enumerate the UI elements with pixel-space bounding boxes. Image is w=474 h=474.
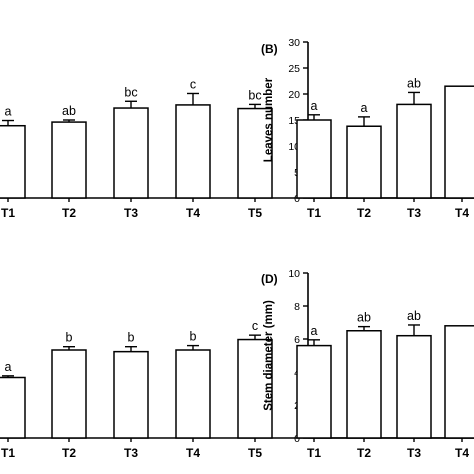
bar-T3 [113,107,149,199]
bar-T4 [444,85,474,199]
y-tick-label: 10 [288,268,300,280]
y-tick-label: 0 [294,193,300,205]
significance-letter: a [5,360,12,374]
chart-panel-4: (D)0246810Stem diameter (mm)aT1abT2abT3T… [261,268,474,460]
significance-letter: a [5,105,12,119]
x-tick-label: T5 [248,206,262,220]
y-tick-label: 6 [294,334,300,346]
bar-T1 [0,376,26,439]
x-tick-label: T5 [248,446,262,460]
bar-T4 [444,325,474,439]
significance-letter: bc [248,88,261,102]
significance-letter: a [361,101,368,115]
significance-letter: c [190,77,196,91]
significance-letter: b [190,330,197,344]
y-tick-label: 20 [288,89,300,101]
significance-letter: a [311,99,318,113]
chart-panel-1: a T1 ab T2 bc T3 c T4 bc T5 [0,77,474,220]
bar-T3 [396,103,432,199]
x-tick-label: T1 [1,206,15,220]
x-tick-label: T2 [357,206,371,220]
y-tick-label: 25 [288,63,300,75]
significance-letter: b [128,331,135,345]
bar-T4 [175,104,211,199]
chart-panel-3: a T1 b T2 b T3 b T4 c T5 [0,319,474,460]
y-tick-label: 30 [288,37,300,49]
bar-T3 [396,334,432,439]
x-tick-label: T2 [62,206,76,220]
significance-letter: ab [407,309,421,323]
significance-letter: c [252,319,258,333]
significance-letter: b [66,331,73,345]
x-tick-label: T1 [1,446,15,460]
y-tick-label: 15 [288,115,300,127]
significance-letter: ab [357,311,371,325]
x-tick-label: T2 [357,446,371,460]
x-tick-label: T4 [455,446,469,460]
x-tick-label: T2 [62,446,76,460]
x-tick-label: T3 [407,446,421,460]
x-tick-label: T4 [186,446,200,460]
significance-letter: ab [62,104,76,118]
bar-T2 [346,125,382,199]
y-axis-label: Stem diameter (mm) [263,300,275,411]
bar-T3 [113,350,149,439]
significance-letter: a [311,324,318,338]
bar-T1 [296,344,332,439]
x-tick-label: T4 [186,206,200,220]
y-tick-label: 10 [288,141,300,153]
x-tick-label: T1 [307,206,321,220]
bar-T2 [346,330,382,439]
panel-label: (D) [261,272,278,286]
x-tick-label: T4 [455,206,469,220]
bar-T1 [0,124,26,199]
significance-letter: ab [407,76,421,90]
panel-label: (B) [261,42,278,56]
x-tick-label: T3 [407,206,421,220]
y-tick-label: 0 [294,433,300,445]
bar-T4 [175,349,211,439]
y-tick-label: 8 [294,301,300,313]
bar-T2 [51,121,87,199]
y-axis-label: Leaves number [263,77,275,162]
significance-letter: bc [124,85,137,99]
bar-T2 [51,349,87,439]
x-tick-label: T3 [124,446,138,460]
x-tick-label: T3 [124,206,138,220]
x-tick-label: T1 [307,446,321,460]
bar-T1 [296,119,332,199]
